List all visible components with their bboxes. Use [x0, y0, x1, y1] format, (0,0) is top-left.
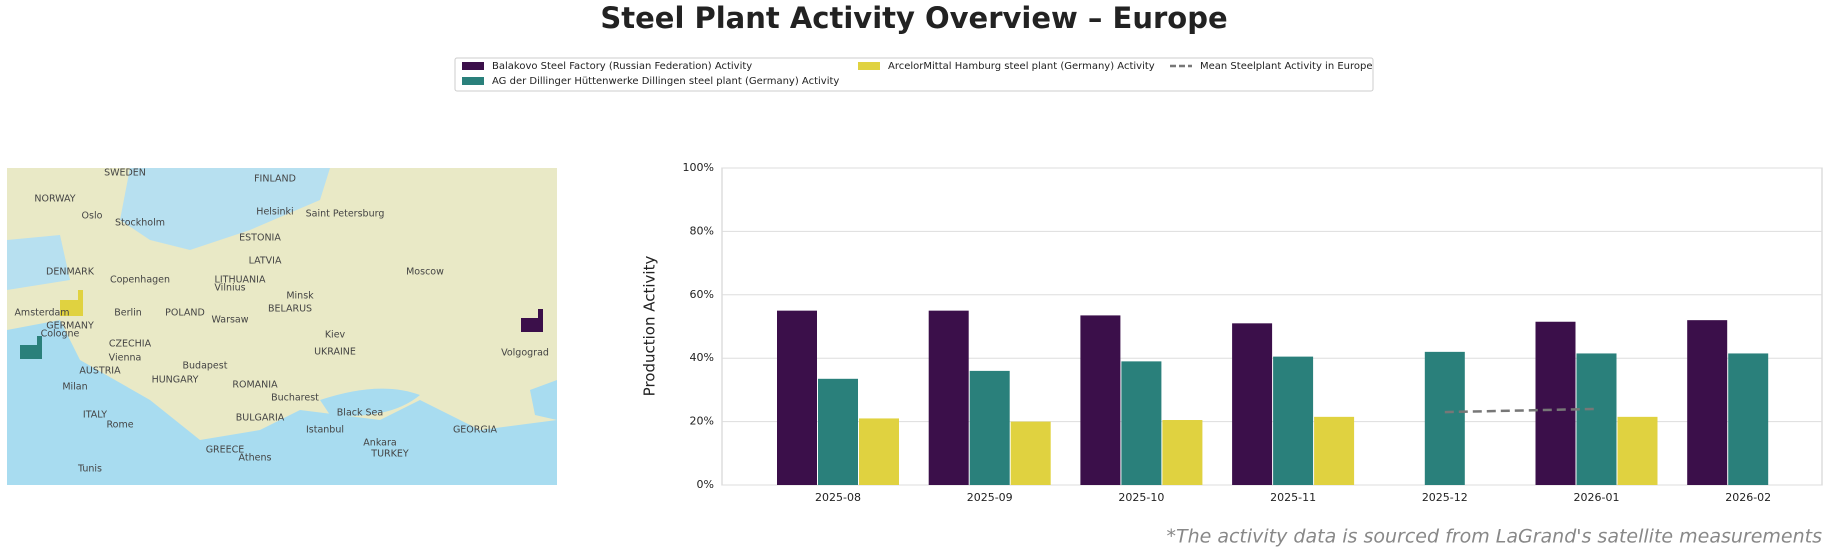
map-label: Athens	[239, 453, 272, 464]
map-label: Copenhagen	[110, 275, 170, 286]
map-label: Stockholm	[115, 218, 165, 229]
legend-swatch	[858, 62, 880, 70]
y-tick-label: 100%	[683, 161, 714, 174]
map-label: Volgograd	[501, 348, 549, 359]
mean-line	[1444, 407, 1597, 414]
map-label: Kiev	[325, 330, 346, 341]
map-sea	[7, 235, 70, 290]
map-label: Minsk	[286, 291, 314, 302]
map-label: Warsaw	[211, 315, 248, 326]
y-tick-label: 0%	[697, 478, 714, 491]
map-label: Cologne	[41, 329, 80, 340]
map-sea	[530, 380, 557, 420]
bar	[1121, 361, 1162, 485]
map-label: Bucharest	[271, 393, 319, 404]
bar	[1617, 416, 1658, 485]
legend-swatch	[462, 62, 484, 70]
bar	[818, 378, 858, 485]
map-sea	[7, 320, 557, 485]
map-label: GREECE	[206, 445, 245, 456]
map-label: FINLAND	[254, 174, 296, 185]
x-tick-label: 2025-10	[1118, 491, 1164, 504]
footnote: *The activity data is sourced from LaGra…	[1166, 526, 1822, 548]
x-tick-label: 2025-09	[967, 491, 1013, 504]
legend-label: ArcelorMittal Hamburg steel plant (Germa…	[888, 61, 1155, 72]
map-label: Helsinki	[256, 207, 293, 218]
map-label: HUNGARY	[152, 375, 199, 386]
x-tick-label: 2025-11	[1270, 491, 1316, 504]
map-label: SWEDEN	[104, 168, 146, 179]
map-label: Saint Petersburg	[306, 209, 385, 220]
bar	[1010, 421, 1051, 485]
legend-swatch	[462, 77, 484, 85]
map-label: Moscow	[406, 267, 444, 278]
map-label: NORWAY	[34, 194, 75, 205]
y-axis-label: Production Activity	[641, 256, 659, 397]
bar	[1232, 323, 1273, 485]
map-label: ITALY	[83, 410, 107, 421]
map-label: LITHUANIA	[215, 275, 266, 286]
legend-label: Balakovo Steel Factory (Russian Federati…	[492, 61, 752, 72]
bar	[859, 418, 899, 485]
map-label: AUSTRIA	[79, 366, 121, 377]
plant-icon	[20, 336, 42, 359]
bar	[1314, 416, 1355, 485]
map-label: UKRAINE	[314, 347, 356, 358]
map-sea	[120, 168, 330, 250]
y-tick-label: 60%	[690, 288, 714, 301]
map-label: Ankara	[363, 438, 396, 449]
x-tick-label: 2025-12	[1422, 491, 1468, 504]
legend-label: Mean Steelplant Activity in Europe	[1200, 61, 1373, 72]
bar	[969, 370, 1010, 485]
map-label: Black Sea	[337, 408, 383, 419]
map-label: GEORGIA	[453, 425, 498, 436]
map-label: DENMARK	[46, 267, 95, 278]
bar	[1273, 356, 1314, 485]
map-label: Milan	[62, 382, 87, 393]
map-label: ESTONIA	[239, 233, 281, 244]
bar	[1535, 321, 1576, 485]
map-label: Vienna	[109, 353, 142, 364]
map: SWEDEN FINLAND NORWAY Oslo Stockholm Helsinki…	[7, 168, 557, 485]
map-label: BULGARIA	[236, 413, 285, 424]
bar	[1687, 320, 1728, 485]
y-tick-label: 20%	[690, 415, 714, 428]
bar	[777, 310, 817, 485]
bar	[928, 310, 969, 485]
map-label: POLAND	[165, 308, 205, 319]
map-label: Tunis	[77, 464, 102, 475]
bar	[1728, 353, 1769, 485]
map-label: Vilnius	[214, 283, 245, 294]
chart-title: Steel Plant Activity Overview – Europe	[600, 1, 1227, 35]
y-tick-label: 40%	[690, 351, 714, 364]
map-label: CZECHIA	[109, 339, 152, 350]
map-label: GERMANY	[46, 321, 94, 332]
legend-label: AG der Dillinger Hüttenwerke Dillingen s…	[492, 76, 839, 87]
map-label: TURKEY	[370, 449, 409, 460]
map-label: BELARUS	[268, 304, 312, 315]
map-label: Istanbul	[306, 425, 344, 436]
legend-box	[454, 57, 1374, 92]
map-label: Budapest	[183, 361, 228, 372]
map-label: Berlin	[114, 308, 142, 319]
plant-icon	[60, 290, 83, 316]
plant-icon	[521, 309, 543, 332]
bar	[1424, 351, 1465, 485]
x-tick-label: 2025-08	[815, 491, 861, 504]
map-label: Oslo	[82, 211, 103, 222]
bar	[1080, 315, 1121, 485]
map-label: Rome	[106, 420, 133, 431]
map-label: Amsterdam	[14, 308, 69, 319]
x-tick-label: 2026-02	[1725, 491, 1771, 504]
map-label: ROMANIA	[232, 380, 278, 391]
x-tick-label: 2026-01	[1574, 491, 1620, 504]
y-tick-label: 80%	[690, 224, 714, 237]
map-sea	[320, 388, 420, 416]
bar	[1162, 420, 1203, 485]
bar	[1576, 353, 1617, 485]
map-label: LATVIA	[249, 256, 282, 267]
